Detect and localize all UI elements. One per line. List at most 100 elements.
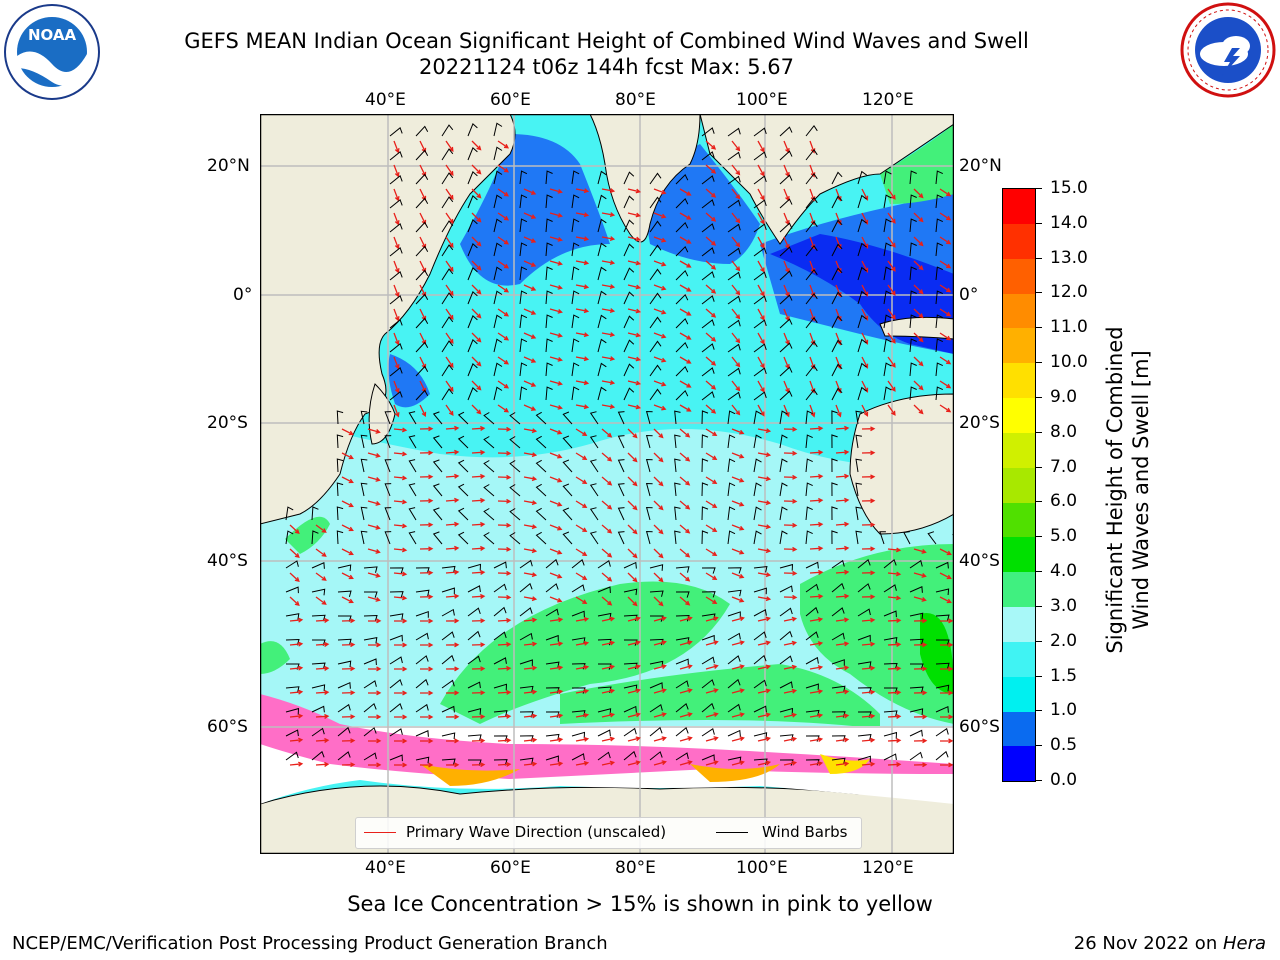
- wind-barb: [909, 708, 924, 715]
- wave-direction-arrow: [887, 212, 896, 224]
- wind-barb: [285, 707, 300, 715]
- wave-direction-arrow: [887, 260, 896, 272]
- wind-barb: [389, 567, 404, 574]
- wind-barb: [909, 170, 917, 185]
- wave-direction-arrow: [393, 475, 408, 481]
- wave-direction-arrow: [835, 569, 850, 575]
- wave-direction-arrow: [523, 548, 538, 554]
- wind-barb: [753, 679, 767, 689]
- wind-barb: [468, 759, 482, 766]
- wind-barb: [753, 434, 762, 449]
- lat-label-right-40s: 40°S: [959, 551, 1000, 571]
- wind-barb: [441, 654, 455, 665]
- wave-direction-arrow: [341, 524, 354, 532]
- wind-barb: [727, 506, 736, 521]
- wave-direction-arrow: [887, 762, 902, 767]
- wave-direction-arrow: [315, 665, 330, 671]
- colorbar-tick-mark: [1036, 640, 1042, 642]
- wind-barb: [363, 566, 378, 573]
- wave-direction-arrow: [939, 404, 952, 413]
- wave-direction-arrow: [497, 284, 510, 293]
- wind-barb: [674, 458, 681, 473]
- colorbar-tick-mark: [1036, 222, 1042, 224]
- wave-direction-arrow: [420, 762, 434, 768]
- wave-direction-arrow: [445, 380, 454, 393]
- noaa-logo-text: NOAA: [28, 26, 77, 44]
- wave-direction-arrow: [653, 760, 667, 766]
- wave-direction-arrow: [394, 714, 408, 720]
- wind-barb: [571, 753, 585, 761]
- wave-direction-arrow: [497, 737, 512, 743]
- wave-direction-arrow: [523, 500, 538, 506]
- wind-barb: [562, 459, 573, 473]
- wind-barb: [389, 150, 403, 161]
- wave-direction-arrow: [497, 260, 510, 269]
- wave-direction-arrow: [523, 737, 538, 743]
- wind-barb: [857, 755, 871, 763]
- wind-barb: [903, 531, 911, 545]
- wind-barb: [623, 363, 635, 377]
- wave-direction-arrow: [471, 714, 486, 720]
- colorbar-segment: [1003, 676, 1035, 712]
- wave-direction-arrow: [445, 666, 460, 672]
- wind-barb: [285, 586, 299, 594]
- wind-barb: [384, 435, 392, 449]
- wind-barb: [883, 636, 898, 644]
- colorbar-tick-label: 10.0: [1050, 352, 1088, 373]
- wave-direction-arrow: [731, 452, 745, 459]
- legend-swatch-wave-direction: [364, 832, 396, 833]
- wave-direction-arrow: [913, 666, 928, 672]
- colorbar-segment: [1003, 432, 1035, 468]
- wave-direction-arrow: [627, 596, 638, 607]
- wave-direction-arrow: [809, 617, 824, 623]
- wind-barb: [779, 366, 793, 377]
- wind-barb: [312, 639, 326, 646]
- wind-barb: [519, 607, 533, 617]
- wind-barb: [935, 588, 950, 596]
- wave-direction-arrow: [393, 380, 400, 394]
- colorbar-segment: [1003, 397, 1035, 433]
- wind-barb: [753, 482, 762, 497]
- wind-barb: [727, 367, 741, 377]
- wind-barb: [337, 590, 352, 598]
- wind-barb: [727, 151, 741, 161]
- wind-barb: [674, 530, 681, 545]
- wind-barb: [649, 340, 662, 353]
- wave-direction-arrow: [471, 284, 482, 295]
- wind-barb: [779, 585, 793, 593]
- wave-direction-arrow: [367, 596, 381, 602]
- wave-direction-arrow: [393, 284, 400, 298]
- wind-barb: [384, 483, 392, 497]
- wind-barb: [909, 686, 924, 694]
- wave-direction-arrow: [809, 593, 824, 599]
- wind-barb: [285, 506, 294, 521]
- wave-direction-arrow: [575, 596, 588, 605]
- wind-barb: [857, 314, 867, 329]
- wave-direction-arrow: [471, 521, 486, 527]
- wind-barb: [457, 435, 469, 449]
- wave-direction-arrow: [653, 236, 667, 243]
- wind-barb: [831, 582, 845, 593]
- wind-barb: [831, 757, 846, 765]
- wind-barb: [311, 662, 326, 670]
- wind-barb: [545, 290, 553, 305]
- lat-label-right-0: 0°: [959, 285, 979, 305]
- wave-direction-arrow: [653, 548, 664, 559]
- wave-direction-arrow: [705, 236, 717, 246]
- wave-direction-arrow: [653, 356, 667, 363]
- wind-barb: [336, 458, 344, 473]
- wave-direction-arrow: [367, 500, 381, 506]
- wind-barb: [408, 483, 417, 497]
- wave-direction-arrow: [757, 284, 765, 297]
- wind-barb: [883, 753, 897, 761]
- wind-barb: [415, 610, 429, 618]
- wind-barb: [441, 220, 454, 233]
- wind-barb: [753, 247, 767, 257]
- wave-direction-arrow: [731, 616, 745, 622]
- wave-direction-arrow: [627, 236, 642, 242]
- wave-direction-arrow: [835, 404, 842, 418]
- wave-direction-arrow: [601, 260, 616, 266]
- wave-direction-arrow: [731, 476, 745, 483]
- wave-direction-arrow: [783, 736, 798, 742]
- wind-barb: [441, 364, 454, 377]
